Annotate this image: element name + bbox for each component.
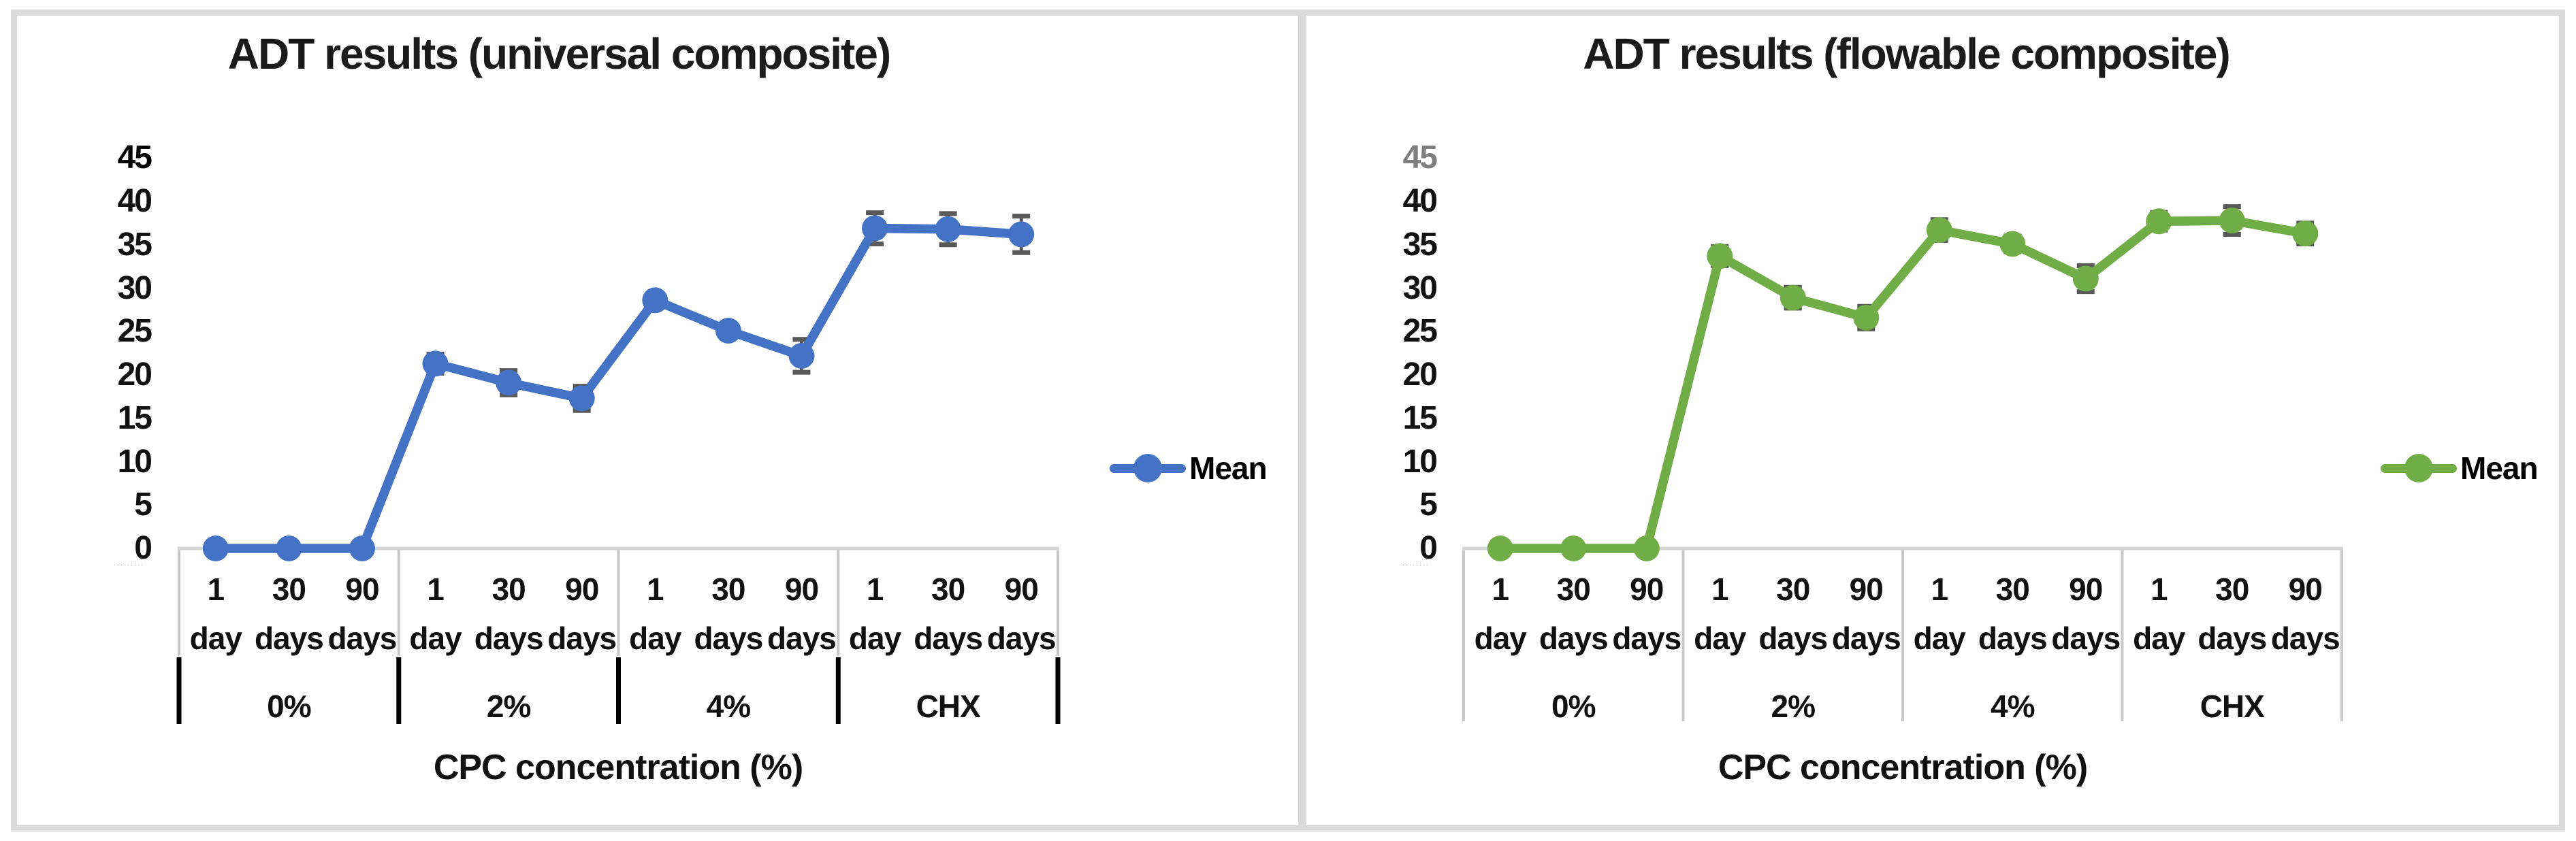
x-tick-number: 90 [565,572,599,607]
x-tick-number: 1 [866,572,884,607]
group-label: 4% [1991,689,2035,724]
x-tick-number: 90 [1849,572,1884,607]
y-tick-label: 10 [117,443,152,480]
legend-point-marker [2404,454,2433,482]
frame-bottom-strip [11,825,2565,831]
legend: Mean [2381,450,2539,486]
group-label: 2% [1771,689,1816,724]
x-tick-unit: days [2051,621,2121,656]
chart-panel-universal [17,16,1298,825]
x-tick-unit: days [2270,621,2340,656]
y-tick-label: 40 [1402,183,1438,219]
panel-divider-strip [1298,10,1306,831]
x-tick-number: 1 [646,572,664,607]
y-tick-label: 45 [1402,139,1438,176]
x-tick-number: 1 [1492,572,1509,607]
x-tick-unit: days [1831,621,1901,656]
y-tick-label: 15 [117,399,152,436]
x-tick-unit: days [254,621,324,656]
x-tick-number: 1 [427,572,445,607]
x-tick-number: 1 [1931,572,1948,607]
x-tick-number: 1 [1711,572,1729,607]
y-tick-label: 0 [1419,530,1438,566]
group-label: CHX [916,689,981,724]
y-tick-label: 5 [134,487,152,523]
group-label: 2% [486,689,531,724]
x-tick-number: 30 [492,572,526,607]
x-tick-unit: days [327,621,398,656]
x-tick-number: 30 [931,572,965,607]
x-tick-unit: days [694,621,763,656]
x-tick-number: 30 [272,572,306,607]
chart-title: ADT results (flowable composite) [1583,29,2230,78]
x-tick-unit: day [629,621,681,656]
axis-micro-artifact: ········· [1399,561,1430,568]
x-tick-number: 1 [207,572,225,607]
x-tick-unit: days [2197,621,2267,656]
x-tick-number: 30 [1556,572,1591,607]
x-tick-number: 90 [2288,572,2323,607]
x-axis-title: CPC concentration (%) [433,748,803,787]
x-tick-number: 30 [1776,572,1810,607]
y-tick-label: 45 [117,139,152,176]
x-tick-number: 90 [345,572,379,607]
frame-right-strip [2559,10,2565,831]
y-tick-label: 25 [117,313,152,350]
x-tick-number: 90 [1630,572,1664,607]
y-tick-label: 0 [134,530,152,566]
legend-point-marker [1133,454,1162,482]
x-tick-unit: day [409,621,462,656]
x-tick-number: 30 [1995,572,2030,607]
y-tick-label: 30 [1402,269,1438,306]
axis-micro-artifact: ········· [114,561,144,568]
x-tick-number: 1 [2150,572,2168,607]
chart-title: ADT results (universal composite) [227,29,891,78]
x-tick-unit: days [1978,621,2048,656]
y-tick-label: 15 [1402,399,1438,436]
y-tick-label: 20 [117,357,152,393]
group-label: 0% [1551,689,1596,724]
x-tick-unit: days [914,621,983,656]
x-tick-unit: days [767,621,837,656]
y-tick-label: 35 [1402,226,1438,263]
y-tick-label: 5 [1419,487,1438,523]
y-tick-label: 25 [1402,313,1438,350]
chart-panel-flowable [1306,16,2559,825]
y-tick-label: 20 [1402,357,1438,393]
x-tick-unit: day [1913,621,1966,656]
x-tick-unit: days [474,621,544,656]
x-tick-unit: day [1474,621,1527,656]
x-tick-unit: day [1694,621,1746,656]
legend-line-marker [2381,454,2457,482]
frame-left-strip [11,10,17,831]
y-tick-label: 40 [117,183,152,219]
y-tick-label: 30 [117,269,152,306]
group-label: 4% [706,689,751,724]
y-tick-label: 35 [117,226,152,263]
legend-line-marker [1110,454,1186,482]
x-tick-unit: day [189,621,242,656]
x-tick-number: 30 [711,572,745,607]
y-tick-label: 10 [1402,443,1438,480]
x-axis-title: CPC concentration (%) [1718,748,2088,787]
group-label: 0% [267,689,311,724]
x-tick-unit: days [1758,621,1828,656]
legend-label: Mean [1189,450,1268,486]
x-tick-unit: days [986,621,1057,656]
legend-label: Mean [2460,450,2539,486]
legend: Mean [1110,450,1268,486]
x-tick-unit: days [1612,621,1681,656]
group-label: CHX [2200,689,2265,724]
x-tick-unit: day [848,621,901,656]
frame-top-strip [11,10,2565,16]
x-tick-number: 30 [2215,572,2249,607]
x-tick-unit: day [2133,621,2185,656]
x-tick-unit: days [1539,621,1609,656]
x-tick-unit: days [547,621,617,656]
x-tick-number: 90 [2069,572,2103,607]
x-tick-number: 90 [784,572,819,607]
x-tick-number: 90 [1004,572,1039,607]
